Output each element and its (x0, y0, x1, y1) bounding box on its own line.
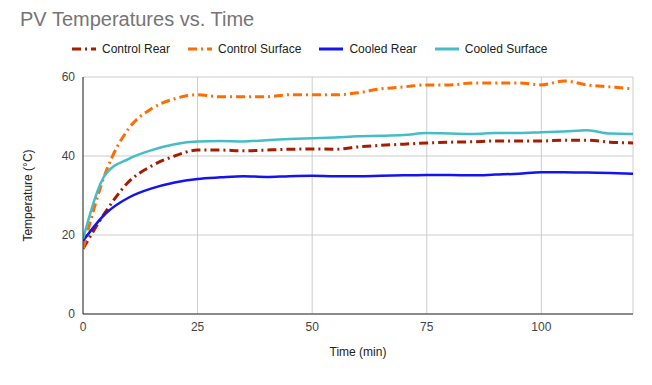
svg-text:60: 60 (62, 70, 76, 84)
svg-text:100: 100 (531, 320, 551, 334)
svg-text:75: 75 (420, 320, 434, 334)
html-text:Control Surface: Control Surface (218, 42, 302, 56)
svg-text:20: 20 (62, 228, 76, 242)
html-text:Cooled Rear: Cooled Rear (349, 42, 417, 56)
svg-text:Time (min): Time (min) (330, 345, 387, 359)
html-text:Cooled Surface: Cooled Surface (464, 42, 548, 56)
svg-text:40: 40 (62, 149, 76, 163)
svg-text:0: 0 (68, 307, 75, 321)
html-text:PV Temperatures vs. Time: PV Temperatures vs. Time (20, 8, 255, 30)
svg-text:25: 25 (191, 320, 205, 334)
svg-text:0: 0 (80, 320, 87, 334)
svg-text:Temperature (°C): Temperature (°C) (21, 149, 35, 241)
svg-text:50: 50 (305, 320, 319, 334)
html-text:Control Rear: Control Rear (102, 42, 170, 56)
